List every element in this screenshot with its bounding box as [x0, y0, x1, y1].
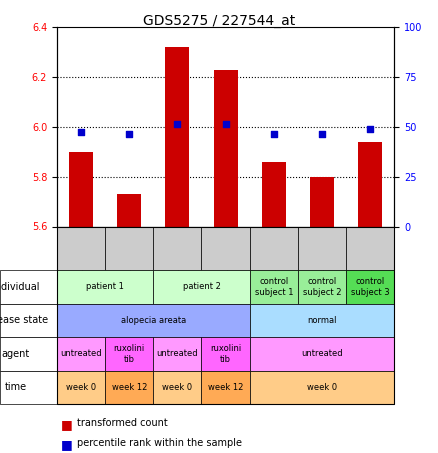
Text: disease state: disease state [0, 315, 49, 325]
Text: untreated: untreated [156, 349, 198, 358]
Text: ruxolini
tib: ruxolini tib [113, 344, 145, 364]
Point [318, 131, 325, 138]
Text: week 0: week 0 [66, 383, 96, 392]
Point [222, 121, 229, 128]
Text: week 0: week 0 [162, 383, 192, 392]
Text: week 12: week 12 [112, 383, 147, 392]
Text: ■: ■ [61, 438, 73, 451]
Bar [358, 142, 382, 226]
Bar [165, 47, 189, 226]
Text: control
subject 3: control subject 3 [351, 277, 389, 297]
Text: untreated: untreated [60, 349, 102, 358]
Point [270, 131, 277, 138]
Bar [69, 152, 93, 226]
Text: transformed count: transformed count [77, 418, 167, 428]
Text: normal: normal [307, 316, 337, 325]
Bar [117, 194, 141, 226]
Point [367, 125, 374, 133]
Text: percentile rank within the sample: percentile rank within the sample [77, 438, 242, 448]
Text: control
subject 1: control subject 1 [254, 277, 293, 297]
Text: individual: individual [0, 282, 40, 292]
Text: ■: ■ [61, 418, 73, 431]
Point [78, 128, 85, 135]
Point [126, 131, 133, 138]
Text: control
subject 2: control subject 2 [303, 277, 341, 297]
Text: agent: agent [2, 349, 30, 359]
Bar [310, 177, 334, 226]
Bar [213, 69, 237, 226]
Bar [261, 162, 286, 226]
Text: patient 2: patient 2 [183, 282, 220, 291]
Text: week 12: week 12 [208, 383, 243, 392]
Point [174, 121, 181, 128]
Text: time: time [5, 382, 27, 392]
Text: ruxolini
tib: ruxolini tib [210, 344, 241, 364]
Text: untreated: untreated [301, 349, 343, 358]
Text: patient 1: patient 1 [86, 282, 124, 291]
Text: alopecia areata: alopecia areata [121, 316, 186, 325]
Text: week 0: week 0 [307, 383, 337, 392]
Text: GDS5275 / 227544_at: GDS5275 / 227544_at [143, 14, 295, 28]
